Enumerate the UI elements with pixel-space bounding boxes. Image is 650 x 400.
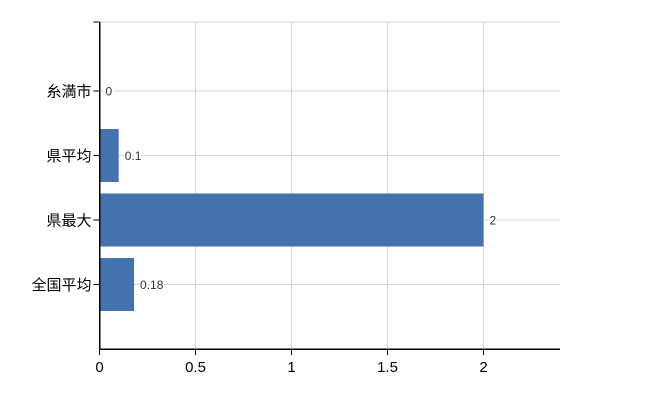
bar-value-label: 2: [490, 214, 497, 228]
bar: [99, 193, 484, 247]
category-label: 県最大: [46, 213, 91, 230]
x-tick-label: 0.5: [185, 359, 206, 376]
category-label: 全国平均: [31, 276, 91, 294]
bar-value-label: 0.1: [125, 149, 142, 163]
bar: [99, 129, 119, 182]
x-tick-label: 1: [287, 359, 295, 376]
x-tick-label: 2: [479, 359, 487, 376]
bar-value-label: 0.18: [140, 278, 164, 292]
x-tick-label: 1.5: [377, 359, 398, 376]
bar: [99, 258, 135, 311]
bar-value-label: 0: [106, 85, 113, 99]
category-label: 糸満市: [46, 84, 91, 101]
x-tick-label: 0: [95, 359, 103, 376]
category-label: 県平均: [46, 148, 91, 165]
